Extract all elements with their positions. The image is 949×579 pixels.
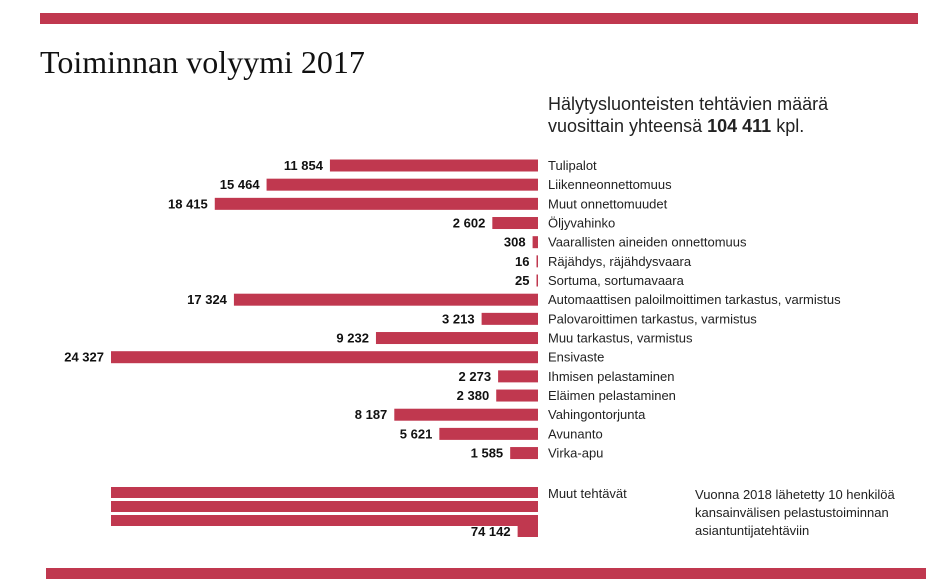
subtitle-prefix: vuosittain yhteensä [548,116,708,136]
category-label: Muut onnettomuudet [548,196,668,211]
category-label: Sortuma, sortumavaara [548,273,685,288]
value-label: 11 854 [284,158,324,173]
page-title: Toiminnan volyymi 2017 [40,44,365,80]
bar [111,501,538,512]
category-label: Liikenneonnettomuus [548,177,672,192]
value-label: 18 415 [168,196,208,211]
bar [439,427,538,440]
category-label: Vahingontorjunta [548,407,646,422]
value-label: 17 324 [187,292,228,307]
category-label: Avunanto [548,426,603,441]
footnote: Vuonna 2018 lähetetty 10 henkilöä kansai… [695,486,895,540]
subtitle-line-1: Hälytysluonteisten tehtävien määrä [548,94,829,114]
value-label: 8 187 [355,407,388,422]
footnote-line-1: Vuonna 2018 lähetetty 10 henkilöä [695,487,895,502]
bar [329,159,538,172]
category-label: Öljyvahinko [548,216,615,231]
category-label: Vaarallisten aineiden onnettomuus [548,235,747,250]
category-label: Automaattisen paloilmoittimen tarkastus,… [548,292,841,307]
bar [510,447,538,460]
value-label: 1 585 [471,446,504,461]
value-label: 2 380 [457,388,490,403]
bar [517,525,538,537]
value-label: 16 [515,254,529,269]
bar [214,197,539,210]
footnote-line-2: kansainvälisen pelastustoiminnan [695,505,889,520]
chart-subtitle: Hälytysluonteisten tehtävien määrä vuosi… [548,93,828,137]
bar [536,274,538,287]
bottom-band [46,568,926,579]
bar [111,515,538,526]
bar [394,408,538,421]
bar [111,487,538,498]
category-label: Virka-apu [548,446,603,461]
subtitle-total: 104 411 [707,116,772,136]
subtitle-line-2: vuosittain yhteensä 104 411 kpl. [548,115,828,137]
bar [532,236,538,249]
bar [375,332,538,345]
bar [492,217,538,230]
bar [496,389,538,402]
value-label: 9 232 [336,331,369,346]
category-label: Muut tehtävät [548,486,627,501]
value-label: 25 [515,273,529,288]
category-label: Eläimen pelastaminen [548,388,676,403]
category-label: Tulipalot [548,158,597,173]
category-label: Räjähdys, räjähdysvaara [548,254,692,269]
category-label: Ensivaste [548,350,604,365]
value-label: 5 621 [400,426,433,441]
category-label: Muu tarkastus, varmistus [548,331,693,346]
subtitle-suffix: kpl. [771,116,805,136]
bar [498,370,538,383]
bar [536,255,538,268]
value-label: 15 464 [220,177,261,192]
value-label: 3 213 [442,311,475,326]
bar [233,293,538,306]
category-label: Ihmisen pelastaminen [548,369,674,384]
value-label: 2 602 [453,216,486,231]
bar [111,351,538,364]
top-band [40,13,918,24]
value-label: 24 327 [64,350,104,365]
bar [266,178,538,191]
value-label: 74 142 [471,524,511,539]
value-label: 2 273 [459,369,492,384]
category-label: Palovaroittimen tarkastus, varmistus [548,311,757,326]
value-label: 308 [504,235,526,250]
bar [481,312,538,325]
footnote-line-3: asiantuntijatehtäviin [695,523,810,538]
